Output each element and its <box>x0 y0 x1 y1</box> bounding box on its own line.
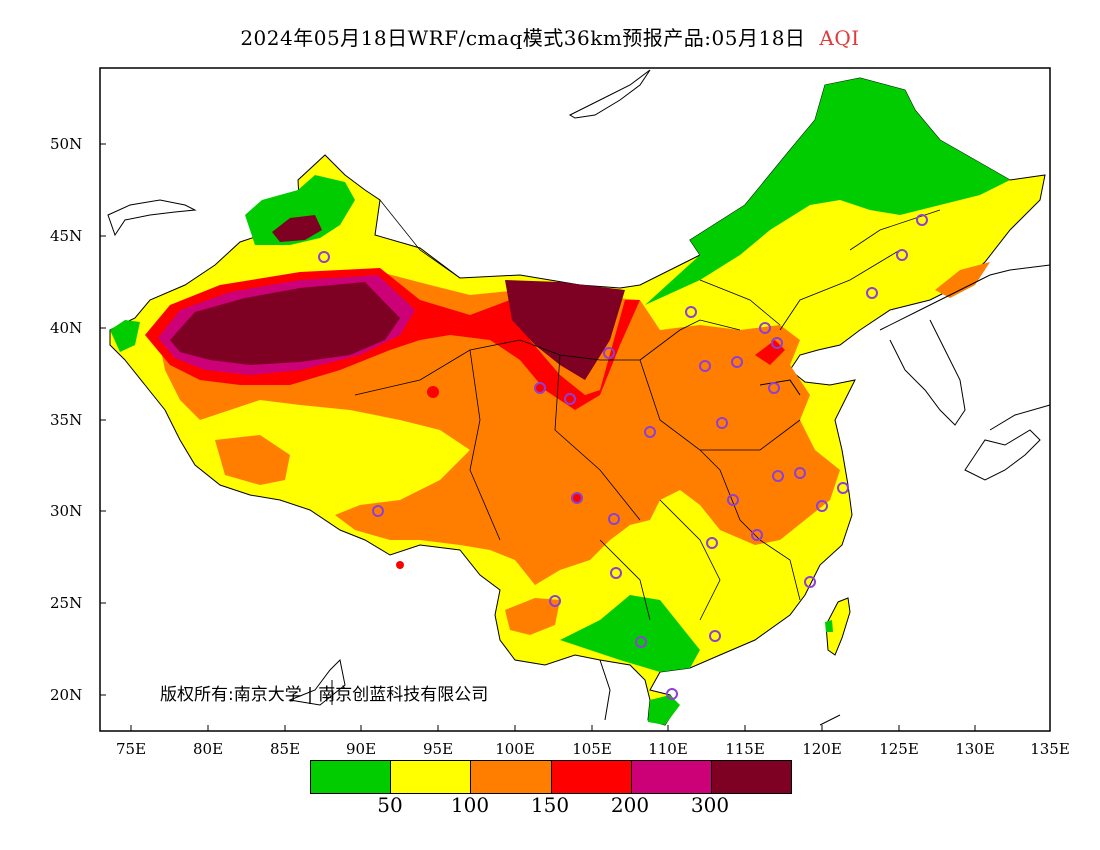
region-red-spot <box>396 561 404 569</box>
lon-label-130e: 130E <box>955 740 995 758</box>
neighbor-coastlines <box>107 69 1051 726</box>
lat-label-50n: 50N <box>50 135 83 153</box>
lat-label-30n: 30N <box>50 502 83 520</box>
legend-swatch-0 <box>311 761 392 793</box>
lat-label-40n: 40N <box>50 319 83 337</box>
lat-label-35n: 35N <box>50 411 83 429</box>
china-region <box>109 77 1046 726</box>
region-orange-yunnan <box>505 598 560 635</box>
title-text: 2024年05月18日WRF/cmaq模式36km预报产品:05月18日 <box>240 26 806 50</box>
region-green-south <box>560 595 700 672</box>
legend-swatch-3 <box>551 761 632 793</box>
lon-label-110e: 110E <box>648 740 688 758</box>
region-darkred-taklamakan <box>170 282 400 365</box>
lon-label-105e: 105E <box>572 740 612 758</box>
region-green-northwest <box>245 175 355 245</box>
legend-label-50: 50 <box>377 793 403 817</box>
legend-swatch-5 <box>711 761 792 793</box>
region-green-west <box>110 320 140 352</box>
lon-label-75e: 75E <box>115 740 147 758</box>
lon-label-95e: 95E <box>422 740 454 758</box>
lat-label-25n: 25N <box>50 594 83 612</box>
taiwan-green <box>825 620 833 632</box>
region-darkred-alxa <box>505 280 625 380</box>
aqi-legend <box>310 760 792 794</box>
legend-label-300: 300 <box>690 793 730 817</box>
legend-swatch-1 <box>391 761 472 793</box>
lon-label-90e: 90E <box>345 740 377 758</box>
region-orange-tibet <box>215 435 290 485</box>
lon-label-125e: 125E <box>879 740 919 758</box>
legend-label-100: 100 <box>450 793 490 817</box>
lon-label-135e: 135E <box>1030 740 1070 758</box>
monitoring-stations <box>318 214 928 700</box>
lat-label-20n: 20N <box>50 686 83 704</box>
lon-label-85e: 85E <box>269 740 301 758</box>
province-boundaries <box>354 199 941 621</box>
lat-label-45n: 45N <box>50 227 83 245</box>
axis-ticks <box>100 143 1051 731</box>
map-title: 2024年05月18日WRF/cmaq模式36km预报产品:05月18日 AQI <box>0 22 1100 51</box>
legend-swatch-2 <box>471 761 552 793</box>
region-green-hainan <box>648 695 680 725</box>
lon-label-80e: 80E <box>192 740 224 758</box>
region-red-beijing <box>755 340 785 365</box>
region-red-spot <box>427 386 439 398</box>
region-darkred-junggar <box>272 215 322 242</box>
lon-label-100e: 100E <box>495 740 535 758</box>
region-orange-ne-coast <box>935 262 990 298</box>
plot-frame <box>99 67 1051 732</box>
region-red-spot <box>535 383 545 393</box>
copyright-text: 版权所有:南京大学 | 南京创蓝科技有限公司 <box>160 685 489 705</box>
lon-label-115e: 115E <box>725 740 765 758</box>
legend-label-150: 150 <box>530 793 570 817</box>
legend-swatch-4 <box>631 761 712 793</box>
legend-label-200: 200 <box>610 793 650 817</box>
lon-label-120e: 120E <box>802 740 842 758</box>
title-variable: AQI <box>819 26 860 50</box>
region-green-northeast <box>645 78 1010 305</box>
